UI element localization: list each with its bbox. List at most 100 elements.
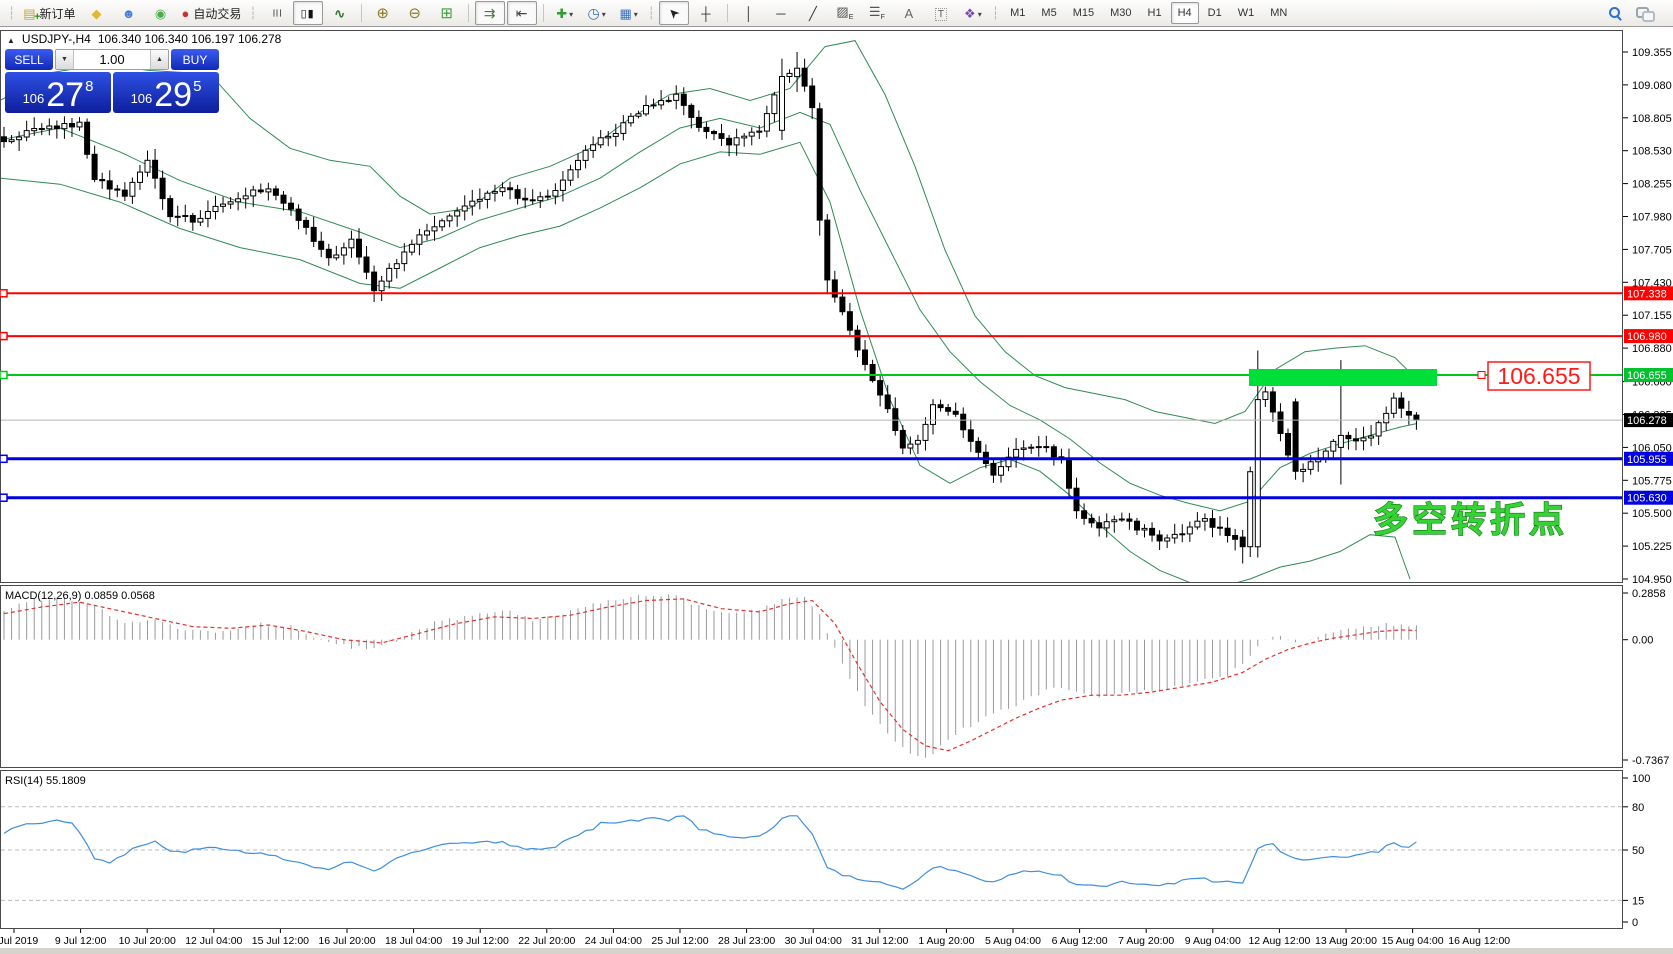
candlestick-series <box>1 52 1420 564</box>
price-tick-label: 107.705 <box>1632 244 1672 256</box>
arrows-button[interactable] <box>958 1 988 25</box>
lot-decrease-button[interactable]: ▼ <box>56 50 74 69</box>
market-watch-button[interactable] <box>114 1 144 25</box>
toolbar-separator <box>726 4 728 22</box>
buy-button[interactable]: BUY <box>171 49 219 70</box>
hline-handle[interactable] <box>0 493 8 502</box>
svg-text:107.338: 107.338 <box>1627 288 1667 300</box>
time-tick-label: 8 Jul 2019 <box>0 935 38 947</box>
buy-price-box[interactable]: 106 29 5 <box>113 72 219 113</box>
profile-button[interactable] <box>82 1 112 25</box>
hline-handle[interactable] <box>0 454 8 464</box>
rsi-tick-label: 50 <box>1632 845 1644 857</box>
time-tick-label: 15 Jul 12:00 <box>252 935 309 947</box>
toolbar-grip[interactable]: ┆ <box>647 6 655 20</box>
search-icon[interactable] <box>1608 6 1622 20</box>
crosshair-icon <box>701 7 710 20</box>
template-icon <box>620 7 632 20</box>
candlestick-icon <box>301 6 315 20</box>
rsi-panel: 100 80 50 15 0 RSI(14) 55.1809 <box>1 773 1650 929</box>
price-tick-label: 105.225 <box>1632 541 1672 553</box>
candlestick-chart-button[interactable] <box>292 1 323 25</box>
timeframe-d1[interactable]: D1 <box>1207 7 1222 19</box>
vertical-line-button[interactable] <box>734 1 764 25</box>
timeframe-m1[interactable]: M1 <box>1010 7 1026 19</box>
time-tick-label: 16 Aug 12:00 <box>1448 935 1510 947</box>
zoom-out-button[interactable] <box>400 1 430 25</box>
price-tick-label: 105.775 <box>1632 475 1672 487</box>
text-label-button[interactable] <box>926 1 956 25</box>
bollinger-middle <box>1 111 1418 512</box>
zone-price-label-text: 106.655 <box>1497 363 1580 389</box>
hline-handle[interactable] <box>0 370 8 380</box>
hline-handle[interactable] <box>0 289 8 298</box>
toolbar-separator <box>467 4 469 22</box>
horizontal-line-button[interactable] <box>766 1 796 25</box>
autotrading-button[interactable]: 自动交易 <box>178 1 246 25</box>
fibonacci-button[interactable] <box>862 1 892 25</box>
rsi-tick-label: 15 <box>1632 895 1644 907</box>
indicators-button[interactable] <box>550 1 580 25</box>
signal-icon <box>155 7 166 20</box>
cursor-button[interactable] <box>658 1 689 25</box>
lot-size-value[interactable]: 1.00 <box>99 52 125 67</box>
buy-price-pip: 5 <box>193 78 202 95</box>
collapse-trade-panel-arrow[interactable] <box>7 32 15 46</box>
time-axis[interactable]: 8 Jul 2019 9 Jul 12:00 10 Jul 20:00 12 Jul … <box>0 929 1510 947</box>
chart-shift-button[interactable] <box>506 1 537 25</box>
timeframe-w1[interactable]: W1 <box>1237 7 1255 19</box>
price-marker-label <box>1624 413 1673 428</box>
time-tick-label: 10 Jul 20:00 <box>119 935 176 947</box>
timeframe-h1[interactable]: H1 <box>1147 7 1162 19</box>
tile-windows-button[interactable] <box>432 1 462 25</box>
timeframe-m30[interactable]: M30 <box>1110 7 1132 19</box>
horizontal-line-icon <box>776 7 785 20</box>
sell-price-box[interactable]: 106 27 8 <box>5 72 111 113</box>
macd-signal-line <box>3 598 1417 752</box>
price-marker-label <box>1624 368 1673 382</box>
zone-price-label-box[interactable] <box>1487 361 1591 391</box>
toolbar-grip[interactable]: ┆ <box>8 6 16 20</box>
lot-increase-button[interactable]: ▲ <box>150 50 168 69</box>
rsi-tick-label: 0 <box>1632 917 1638 929</box>
timeframe-m5[interactable]: M5 <box>1041 7 1057 19</box>
line-chart-button[interactable] <box>325 1 355 25</box>
channel-button[interactable] <box>830 1 860 25</box>
svg-text:105.630: 105.630 <box>1627 493 1667 505</box>
timeframe-m15[interactable]: M15 <box>1072 7 1095 19</box>
price-axis: 109.355 109.080 108.805 108.530 108.255 107.9… <box>1623 47 1673 586</box>
svg-text:106.980: 106.980 <box>1627 331 1667 343</box>
price-label-anchor[interactable] <box>1477 371 1486 380</box>
periods-button[interactable] <box>582 1 612 25</box>
bar-chart-button[interactable] <box>261 1 291 25</box>
price-marker-label <box>1624 451 1673 466</box>
sell-button[interactable]: SELL <box>5 49 53 70</box>
time-tick-label: 7 Aug 20:00 <box>1118 935 1174 947</box>
svg-text:106.278: 106.278 <box>1627 415 1667 427</box>
macd-tick-label: 0.2858 <box>1632 588 1666 600</box>
toolbar-grip[interactable]: ┆ <box>991 6 1000 20</box>
templates-button[interactable] <box>614 1 644 25</box>
signals-button[interactable] <box>146 1 176 25</box>
text-button[interactable] <box>894 1 924 25</box>
price-tick-label: 104.950 <box>1632 574 1672 586</box>
time-tick-label: 19 Jul 12:00 <box>452 935 509 947</box>
new-order-button[interactable]: 新订单 <box>19 1 79 25</box>
supply-zone-rect[interactable] <box>1249 369 1437 386</box>
time-tick-label: 30 Jul 04:00 <box>785 935 842 947</box>
zoom-out-icon <box>408 6 421 21</box>
price-tick-label: 107.155 <box>1632 310 1672 322</box>
auto-scroll-button[interactable] <box>474 1 505 25</box>
diamond-icon <box>92 7 102 20</box>
crosshair-button[interactable] <box>691 1 721 25</box>
toolbar-grip[interactable]: ┆ <box>249 6 257 20</box>
trendline-button[interactable] <box>798 1 828 25</box>
hline-handle[interactable] <box>0 331 8 341</box>
time-tick-label: 13 Aug 20:00 <box>1315 935 1377 947</box>
timeframe-mn[interactable]: MN <box>1270 7 1288 19</box>
timeframe-h4[interactable]: H4 <box>1170 2 1199 24</box>
turning-point-annotation[interactable]: 多空转折点 <box>1372 500 1568 540</box>
channel-icon <box>836 5 853 22</box>
zoom-in-button[interactable] <box>368 1 398 25</box>
chat-icon[interactable] <box>1636 6 1655 22</box>
